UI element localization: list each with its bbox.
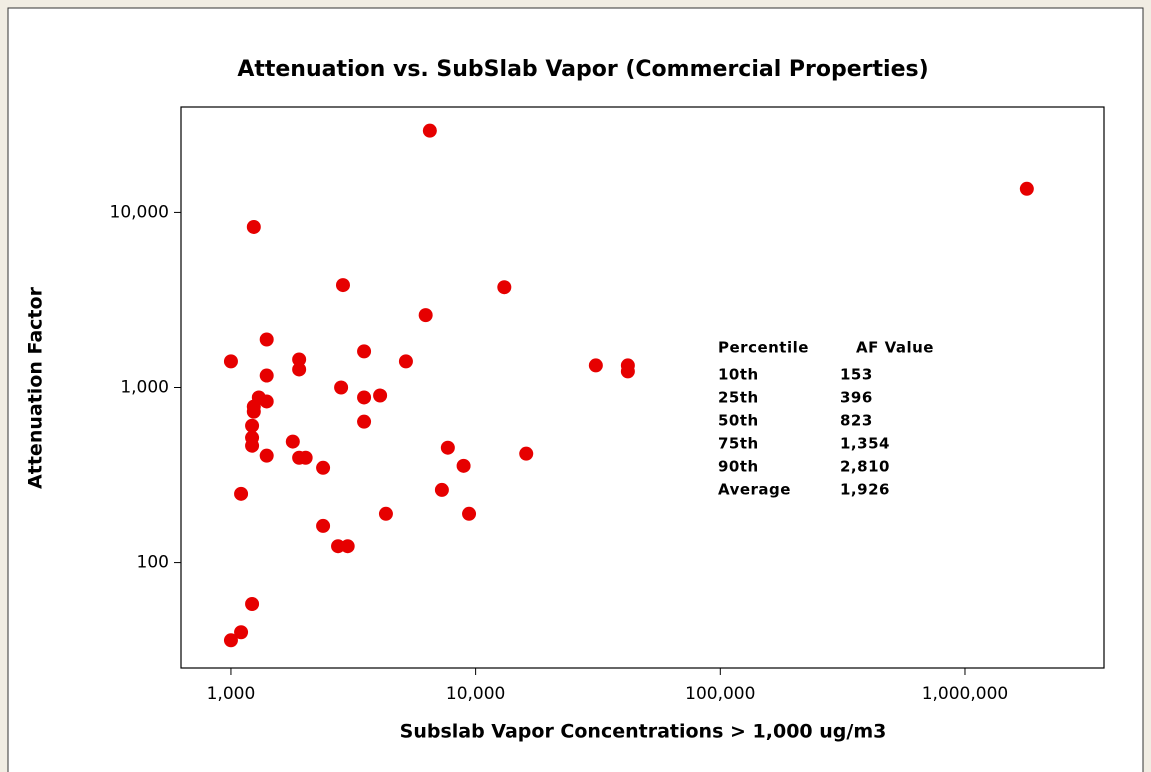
y-tick-label: 10,000 <box>110 202 169 222</box>
point <box>462 506 477 521</box>
table-header: AF Value <box>856 339 934 357</box>
y-tick-label: 100 <box>137 553 169 573</box>
point <box>259 448 274 463</box>
point <box>245 418 260 433</box>
table-cell: 50th <box>718 412 759 430</box>
point <box>246 404 261 419</box>
x-tick-label: 1,000 <box>207 684 256 704</box>
table-cell: 1,926 <box>840 481 890 499</box>
point <box>245 438 260 453</box>
point <box>223 633 238 648</box>
table-header: Percentile <box>718 339 809 357</box>
point <box>422 123 437 138</box>
point <box>316 460 331 475</box>
point <box>418 308 433 323</box>
x-tick-label: 10,000 <box>446 684 505 704</box>
x-axis-label: Subslab Vapor Concentrations > 1,000 ug/… <box>400 721 887 743</box>
point <box>259 394 274 409</box>
point <box>357 344 372 359</box>
table-cell: 1,354 <box>840 435 890 453</box>
point <box>245 597 260 612</box>
point <box>357 390 372 405</box>
plot-area <box>180 106 1105 669</box>
point <box>234 486 249 501</box>
point <box>316 518 331 533</box>
point <box>357 414 372 429</box>
point <box>340 539 355 554</box>
point <box>335 278 350 293</box>
table-cell: 10th <box>718 366 759 384</box>
point <box>519 446 534 461</box>
table-cell: 153 <box>840 366 873 384</box>
point <box>588 358 603 373</box>
y-axis-label: Attenuation Factor <box>25 286 47 489</box>
point <box>246 219 261 234</box>
table-cell: 25th <box>718 389 759 407</box>
x-tick-label: 100,000 <box>685 684 755 704</box>
table-cell: 823 <box>840 412 873 430</box>
point <box>373 388 388 403</box>
point <box>334 380 349 395</box>
point <box>1019 181 1034 196</box>
point <box>259 368 274 383</box>
x-tick-label: 1,000,000 <box>922 684 1009 704</box>
point <box>223 354 238 369</box>
point <box>398 354 413 369</box>
point <box>234 625 249 640</box>
y-tick-label: 1,000 <box>120 378 169 398</box>
point <box>440 440 455 455</box>
point <box>292 362 307 377</box>
point <box>292 352 307 367</box>
point <box>285 434 300 449</box>
table-cell: 2,810 <box>840 458 890 476</box>
table-cell: Average <box>718 481 791 499</box>
chart-title: Attenuation vs. SubSlab Vapor (Commercia… <box>237 57 928 82</box>
point <box>456 458 471 473</box>
point <box>298 450 313 465</box>
point <box>331 539 346 554</box>
point <box>620 364 635 379</box>
table-cell: 396 <box>840 389 873 407</box>
point <box>434 482 449 497</box>
point <box>378 506 393 521</box>
point <box>259 332 274 347</box>
point <box>497 280 512 295</box>
table-cell: 75th <box>718 435 759 453</box>
table-cell: 90th <box>718 458 759 476</box>
